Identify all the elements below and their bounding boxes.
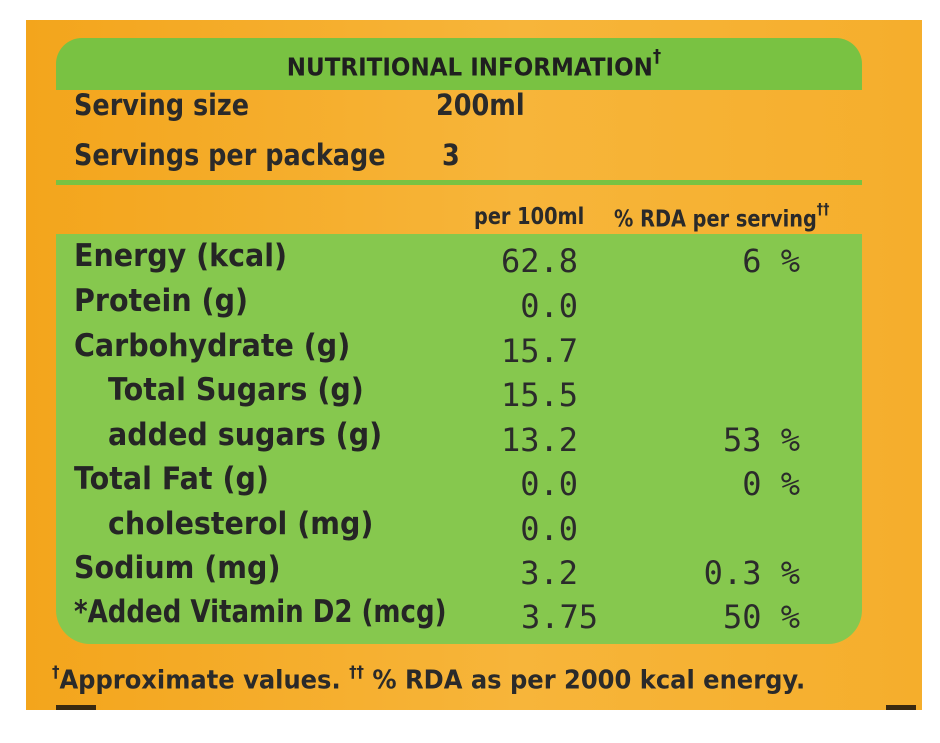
row-value-added-sugars: 13.2	[500, 421, 578, 459]
row-label-carbohydrate: Carbohydrate (g)	[74, 328, 351, 364]
nutrient-table-panel	[56, 234, 862, 644]
row-label-protein: Protein (g)	[74, 283, 249, 319]
footnote-text-1: Approximate values.	[59, 665, 341, 696]
serving-size-label: Serving size	[74, 88, 250, 122]
label-title: NUTRITIONAL INFORMATION†	[62, 46, 886, 82]
row-label-energy: Energy (kcal)	[74, 238, 288, 274]
section-divider	[56, 180, 862, 185]
row-value-carbohydrate: 15.7	[500, 332, 578, 370]
row-value-vitamin-d2: 3.75	[520, 598, 598, 636]
footnote: †Approximate values. †† % RDA as per 200…	[52, 662, 806, 696]
serving-size-value: 200ml	[436, 88, 525, 122]
footnote-text-2: % RDA as per 2000 kcal energy.	[372, 665, 806, 696]
row-label-sodium: Sodium (mg)	[74, 550, 281, 586]
servings-per-package-label: Servings per package	[74, 138, 386, 172]
row-label-vitamin-d2: *Added Vitamin D2 (mcg)	[74, 594, 447, 630]
row-label-total-sugars: Total Sugars (g)	[108, 372, 364, 408]
title-text: NUTRITIONAL INFORMATION	[286, 52, 653, 82]
row-rda-sodium: 0.3 %	[703, 554, 800, 592]
header-band	[56, 38, 862, 90]
row-label-cholesterol: cholesterol (mg)	[108, 506, 374, 542]
column-header-per100: per 100ml	[474, 204, 585, 230]
row-rda-total-fat: 0 %	[742, 465, 800, 503]
row-rda-added-sugars: 53 %	[722, 421, 800, 459]
row-value-total-fat: 0.0	[520, 465, 578, 503]
footnote-mark-1: †	[52, 662, 60, 681]
column-header-rda: % RDA per serving††	[614, 200, 829, 233]
row-value-energy: 62.8	[500, 242, 578, 280]
rda-header-mark: ††	[816, 200, 830, 218]
row-value-protein: 0.0	[520, 287, 578, 325]
servings-per-package-value: 3	[442, 138, 460, 172]
row-label-added-sugars: added sugars (g)	[108, 417, 383, 453]
row-value-sodium: 3.2	[520, 554, 578, 592]
title-dagger: †	[652, 46, 662, 67]
row-rda-vitamin-d2: 50 %	[722, 598, 800, 636]
cut-off-edge	[26, 702, 922, 710]
nutrition-label: NUTRITIONAL INFORMATION† Serving size 20…	[26, 20, 922, 710]
footnote-mark-2: ††	[349, 662, 364, 681]
row-value-total-sugars: 15.5	[500, 376, 578, 414]
row-value-cholesterol: 0.0	[520, 510, 578, 548]
row-rda-energy: 6 %	[742, 242, 800, 280]
row-label-total-fat: Total Fat (g)	[74, 461, 269, 497]
rda-header-text: % RDA per serving	[614, 206, 817, 233]
